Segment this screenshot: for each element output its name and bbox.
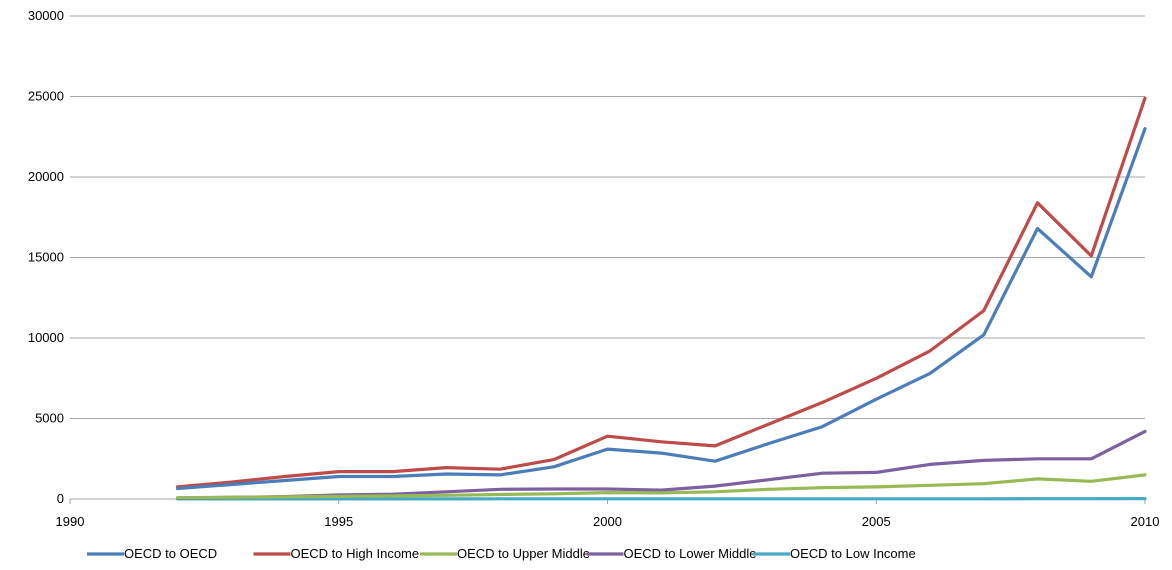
y-tick-label: 20000 bbox=[28, 169, 64, 184]
series-lines bbox=[175, 96, 1147, 501]
y-axis-tick-labels: 0 5000 10000 15000 20000 25000 30000 bbox=[28, 8, 64, 506]
series-line-oecd-to-oecd bbox=[175, 127, 1147, 491]
legend-label-oecd-to-upper-middle: OECD to Upper Middle bbox=[457, 546, 590, 561]
legend-label-oecd-to-high-income: OECD to High Income bbox=[291, 546, 420, 561]
legend-label-oecd-to-lower-middle: OECD to Lower Middle bbox=[624, 546, 757, 561]
x-tick-label: 1990 bbox=[56, 514, 85, 529]
y-tick-label: 25000 bbox=[28, 89, 64, 104]
y-tick-label: 15000 bbox=[28, 250, 64, 265]
legend: OECD to OECD OECD to High Income OECD to U… bbox=[87, 546, 916, 561]
x-tick-label: 2000 bbox=[593, 514, 622, 529]
x-tick-label: 1995 bbox=[324, 514, 353, 529]
y-tick-label: 0 bbox=[57, 491, 64, 506]
series-line-oecd-to-upper-middle bbox=[175, 473, 1147, 500]
y-tick-label: 5000 bbox=[35, 411, 64, 426]
y-tick-label: 10000 bbox=[28, 330, 64, 345]
legend-label-oecd-to-oecd: OECD to OECD bbox=[124, 546, 217, 561]
series-line-oecd-to-high-income bbox=[175, 96, 1147, 489]
x-tick-label: 2005 bbox=[862, 514, 891, 529]
x-tick-label: 2010 bbox=[1131, 514, 1160, 529]
y-tick-label: 30000 bbox=[28, 8, 64, 23]
x-axis-tick-labels: 1990 1995 2000 2005 2010 bbox=[56, 499, 1160, 529]
gridlines bbox=[70, 15, 1145, 419]
legend-label-oecd-to-low-income: OECD to Low Income bbox=[790, 546, 916, 561]
